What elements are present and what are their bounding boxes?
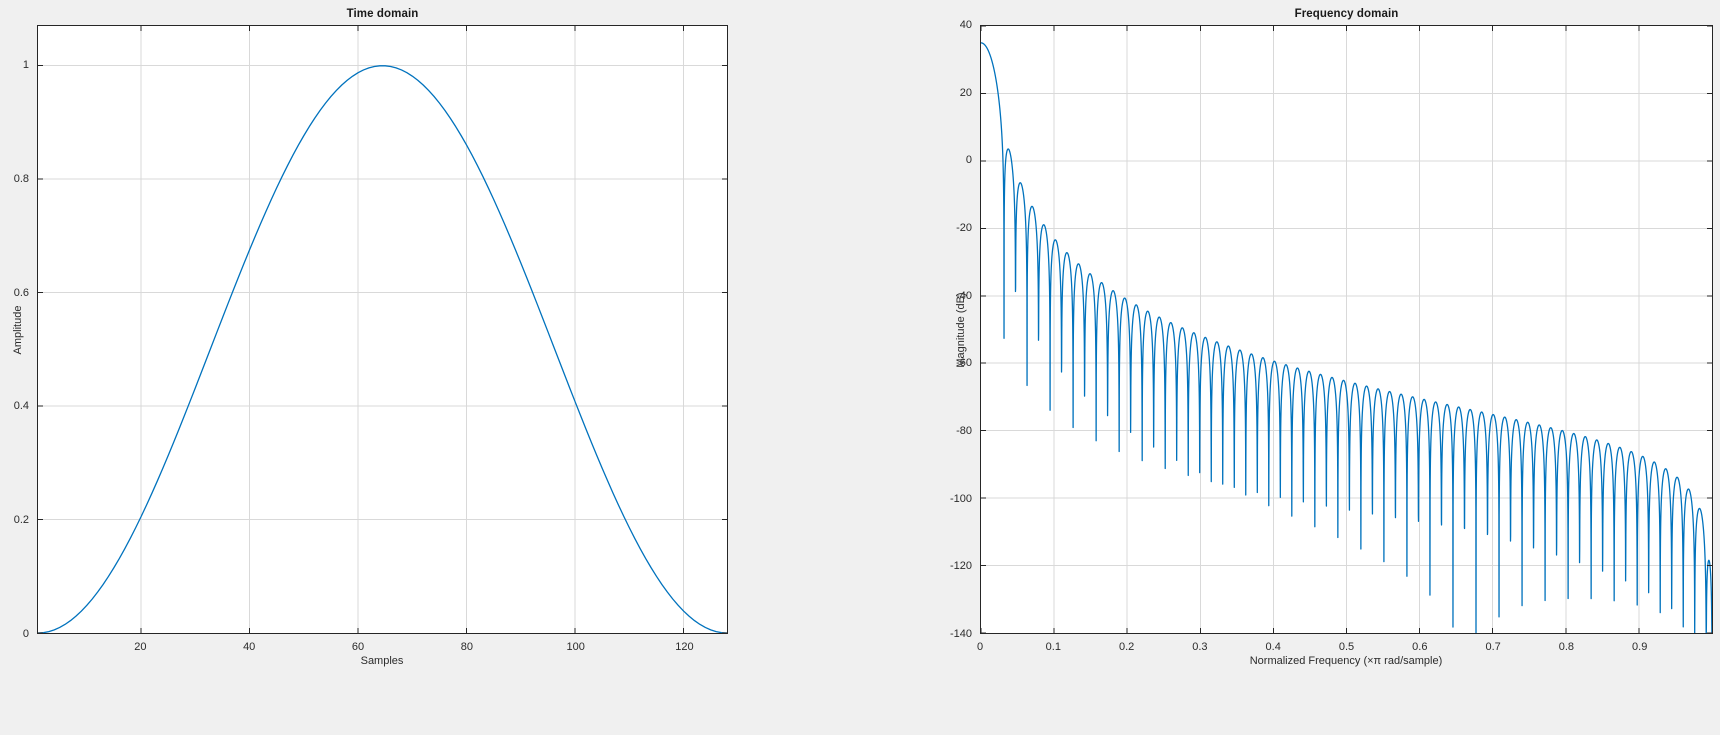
y-tick-label: 0.8 xyxy=(13,172,29,185)
frequency-domain-curve xyxy=(981,42,1712,633)
time-domain-panel: Time domain 0 0.2 0.4 0.6 0.8 1 20 40 60 80 100 120… xyxy=(0,0,840,735)
y-tick-label: 0.2 xyxy=(13,514,29,527)
y-tick-label: 0 xyxy=(965,154,972,167)
frequency-domain-plot xyxy=(981,26,1712,633)
y-tick-label: 0.6 xyxy=(13,286,29,299)
x-tick-label: 0.6 xyxy=(1412,641,1428,653)
y-tick-label: -20 xyxy=(956,222,972,234)
y-tick-label: -40 xyxy=(956,289,972,302)
x-tick-label: 20 xyxy=(134,641,147,653)
x-tick-label: 100 xyxy=(566,641,585,653)
frequency-domain-title: Frequency domain xyxy=(1294,8,1399,20)
y-tick-label: -140 xyxy=(949,628,972,640)
x-tick-label: 0.3 xyxy=(1192,641,1208,653)
time-domain-ylabel: Amplitude xyxy=(12,305,24,355)
x-tick-label: 0.2 xyxy=(1118,641,1135,653)
frequency-domain-axes[interactable] xyxy=(980,25,1713,634)
x-tick-label: 0.9 xyxy=(1632,641,1648,653)
x-tick-label: 0.7 xyxy=(1485,641,1501,653)
x-tick-label: 60 xyxy=(351,641,365,653)
y-tick-label: -100 xyxy=(949,492,972,505)
x-tick-label: 40 xyxy=(243,641,256,653)
tick-marks xyxy=(981,26,1712,633)
y-tick-label: -80 xyxy=(956,425,972,437)
tick-marks xyxy=(38,26,727,633)
x-tick-label: 120 xyxy=(675,641,694,653)
frequency-domain-xlabel: Normalized Frequency (×π rad/sample) xyxy=(1249,655,1443,667)
x-tick-label: 0.4 xyxy=(1265,641,1281,653)
y-tick-label: 1 xyxy=(22,58,29,71)
time-domain-curve xyxy=(38,65,727,633)
time-domain-xlabel: Samples xyxy=(360,655,404,667)
time-domain-plot xyxy=(38,26,727,633)
gridlines xyxy=(981,26,1712,633)
y-tick-label: 0 xyxy=(22,628,29,640)
frequency-domain-ylabel: Magnitude (dB) xyxy=(955,292,967,368)
x-tick-label: 80 xyxy=(460,641,473,653)
x-tick-label: 0.5 xyxy=(1338,641,1355,653)
y-tick-label: -120 xyxy=(949,560,972,573)
x-tick-label: 0 xyxy=(976,641,984,653)
y-tick-label: 20 xyxy=(959,86,972,99)
y-tick-label: 0.4 xyxy=(13,400,29,413)
time-domain-title: Time domain xyxy=(346,8,419,20)
y-tick-label: -60 xyxy=(956,357,972,370)
time-domain-axes[interactable] xyxy=(37,25,728,634)
gridlines xyxy=(38,26,727,633)
x-tick-label: 0.8 xyxy=(1558,641,1575,653)
x-tick-label: 0.1 xyxy=(1045,641,1061,653)
y-tick-label: 40 xyxy=(959,19,972,31)
frequency-domain-panel: Frequency domain -140 -120 -100 -80 -60 -40 -2… xyxy=(845,0,1720,735)
